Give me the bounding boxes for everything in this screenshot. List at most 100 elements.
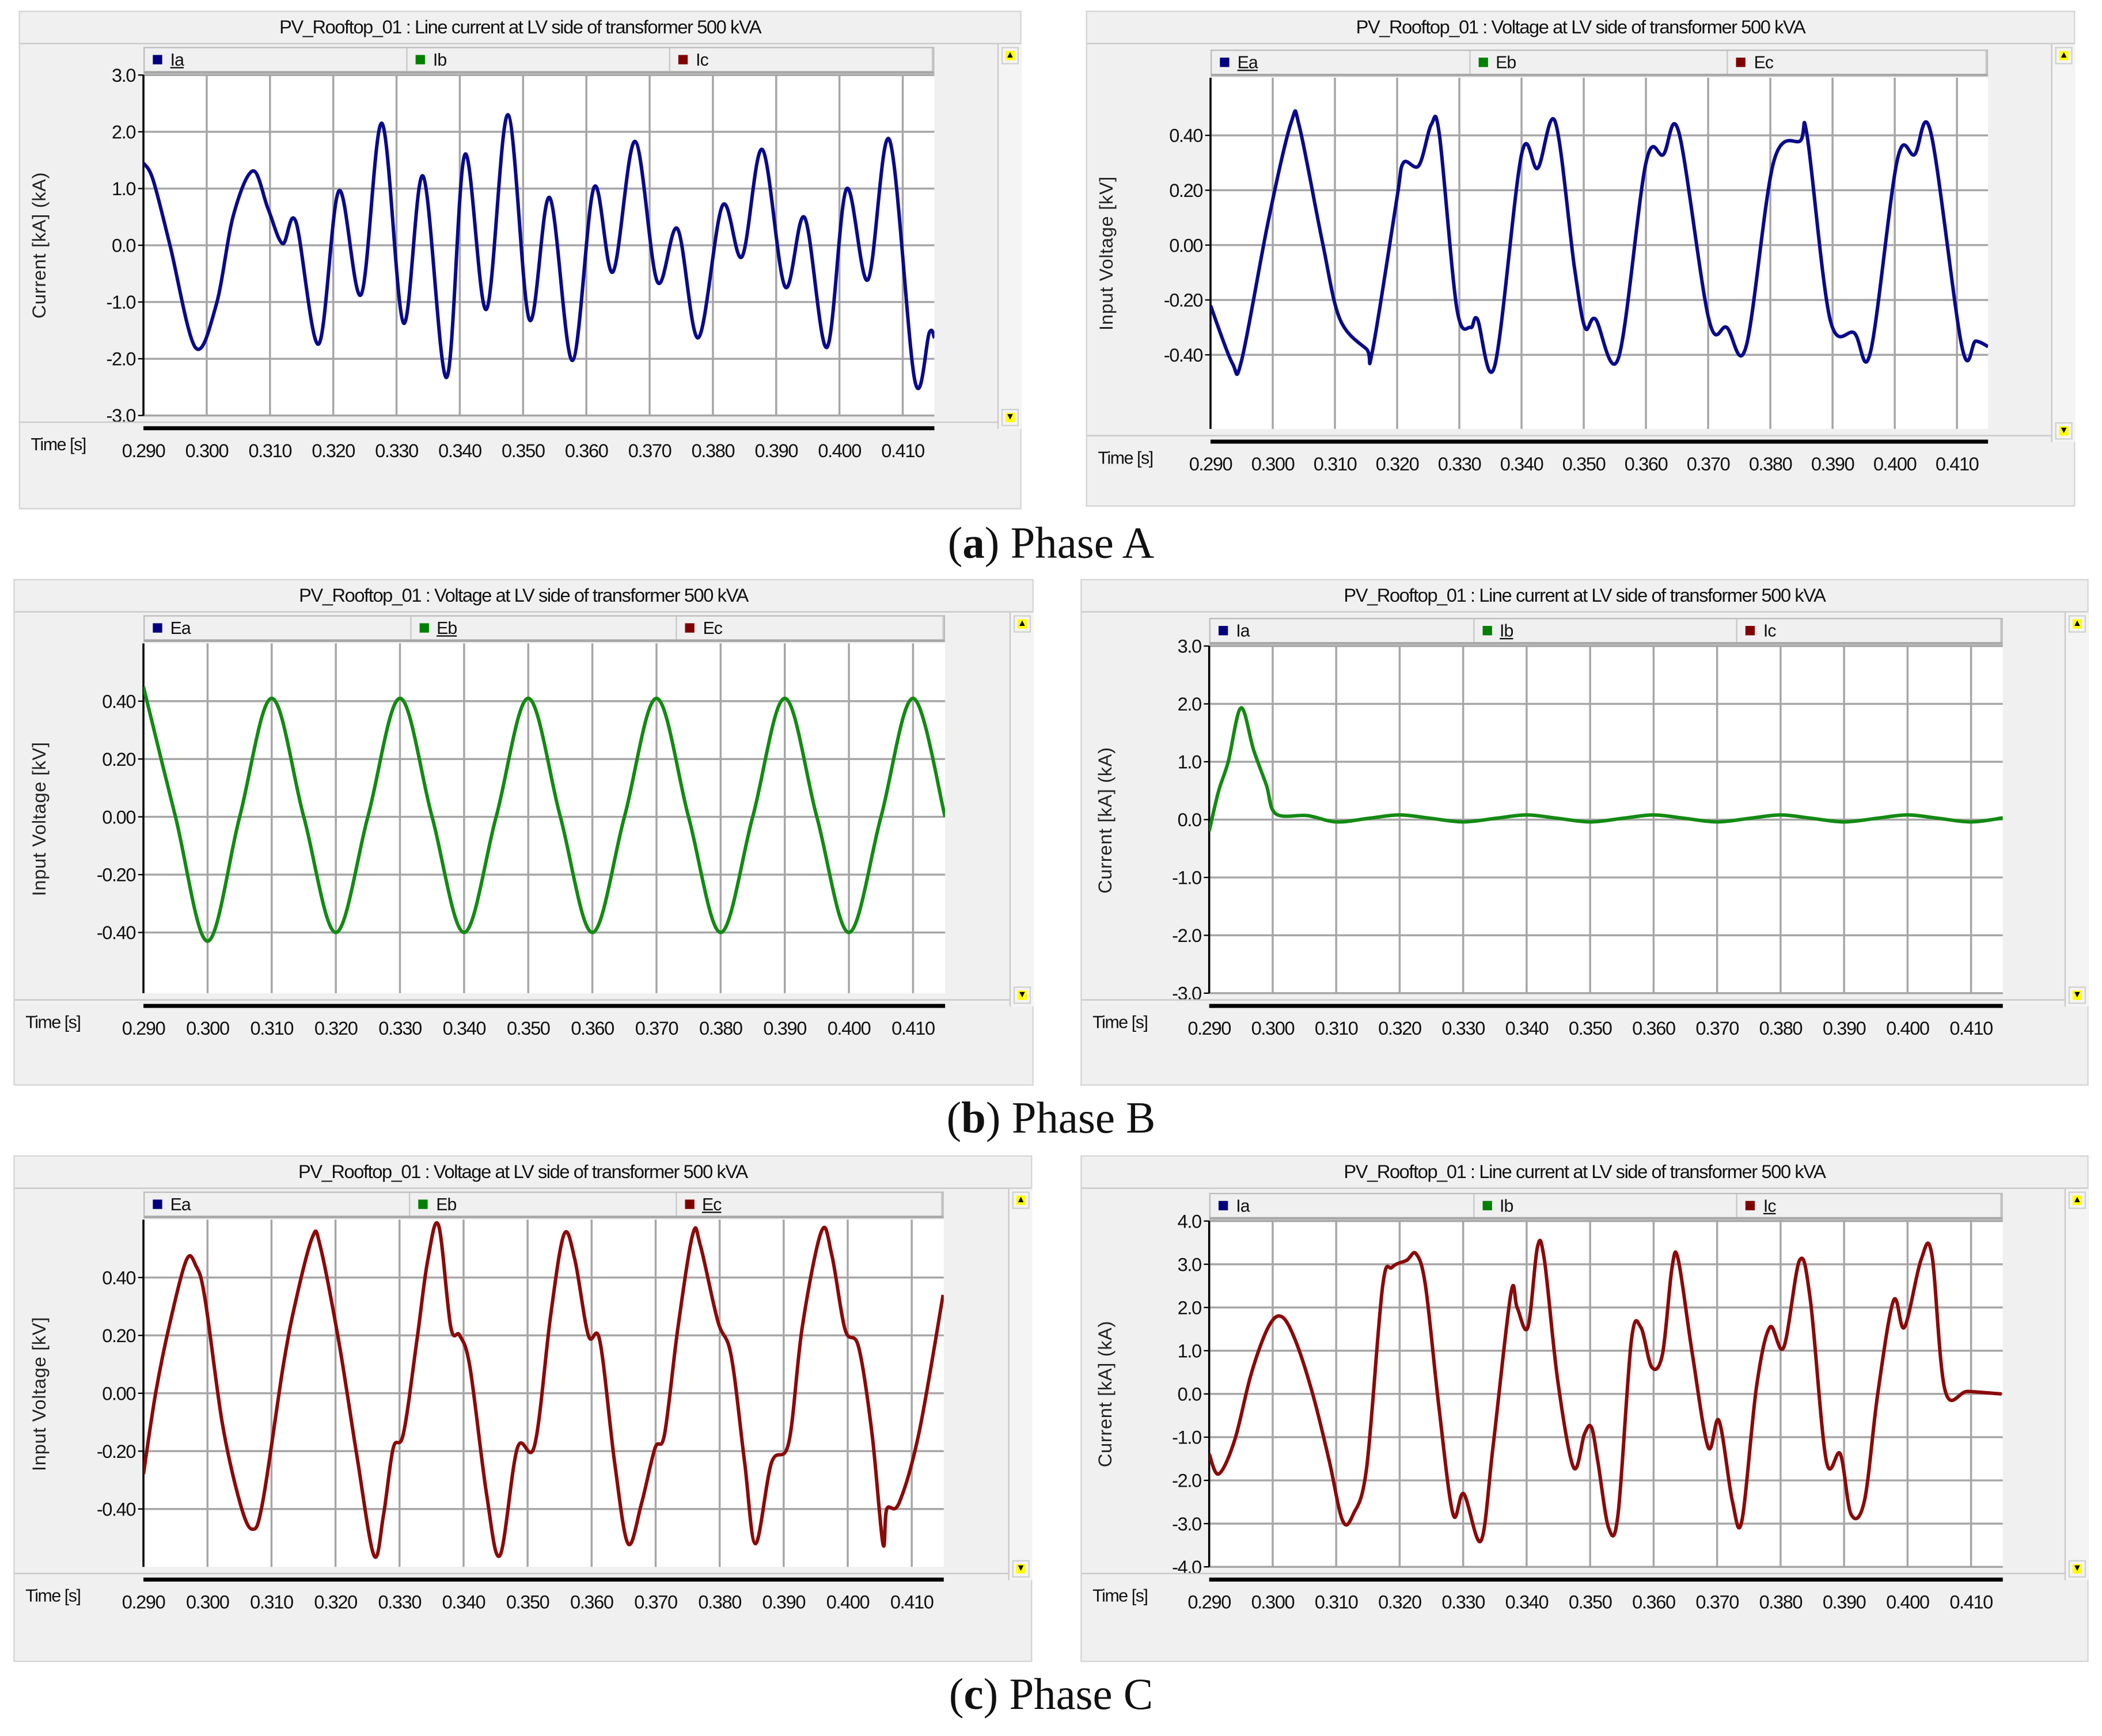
y-tick-label: -0.20 bbox=[97, 1441, 136, 1462]
legend-item-ic[interactable]: Ic bbox=[670, 48, 934, 71]
x-tick-label: 0.330 bbox=[378, 1591, 422, 1612]
arrow-down-icon: ▼ bbox=[2072, 990, 2082, 1000]
arrow-up-icon: ▲ bbox=[1017, 619, 1027, 629]
x-tick-label: 0.350 bbox=[1569, 1591, 1612, 1612]
legend-item-ec[interactable]: Ec bbox=[1728, 51, 1987, 74]
plot-background bbox=[1211, 78, 1989, 429]
legend-item-ib[interactable]: Ib bbox=[1474, 619, 1738, 643]
x-tick-label: 0.330 bbox=[1438, 454, 1481, 474]
legend-item-ia[interactable]: Ia bbox=[145, 48, 408, 71]
vertical-scrollbar[interactable]: ▲ ▼ bbox=[997, 44, 1022, 429]
scroll-down-button[interactable]: ▼ bbox=[2055, 422, 2073, 440]
caption-label: a bbox=[962, 520, 985, 568]
arrow-up-icon: ▲ bbox=[1005, 51, 1015, 60]
x-tick-label: 0.330 bbox=[378, 1018, 422, 1039]
legend-label: Ia bbox=[1236, 620, 1250, 641]
scroll-down-button[interactable]: ▼ bbox=[2068, 986, 2086, 1004]
scroll-down-button[interactable]: ▼ bbox=[1001, 408, 1019, 427]
scroll-down-button[interactable]: ▼ bbox=[1012, 1560, 1030, 1578]
legend-item-ec[interactable]: Ec bbox=[677, 616, 944, 640]
scroll-down-button[interactable]: ▼ bbox=[2068, 1560, 2086, 1578]
scroll-up-button[interactable]: ▲ bbox=[2055, 47, 2073, 64]
legend-swatch bbox=[415, 55, 425, 64]
x-tick-label: 0.290 bbox=[1187, 1591, 1231, 1612]
legend-label: Ea bbox=[1237, 52, 1258, 73]
chart-title: PV_Rooftop_01 : Voltage at LV side of tr… bbox=[14, 580, 1033, 613]
legend-label: Ib bbox=[1500, 620, 1513, 641]
x-tick-label: 0.380 bbox=[1759, 1018, 1803, 1039]
x-tick-label: 0.380 bbox=[1759, 1591, 1803, 1612]
x-tick-label: 0.410 bbox=[891, 1018, 935, 1039]
legend-swatch bbox=[1220, 58, 1230, 67]
x-axis-label: Time [s] bbox=[25, 1585, 81, 1606]
scroll-down-button[interactable]: ▼ bbox=[1013, 986, 1031, 1004]
legend-item-eb[interactable]: Eb bbox=[1470, 51, 1729, 74]
phase-c-voltage-chart: PV_Rooftop_01 : Voltage at LV side of tr… bbox=[13, 1155, 1033, 1662]
vertical-scrollbar[interactable]: ▲ ▼ bbox=[1009, 612, 1034, 1007]
plot-area: 0.290 0.300 0.310 0.320 0.330 0.340 0.350 0.360… bbox=[20, 65, 997, 461]
scroll-up-button[interactable]: ▲ bbox=[1013, 615, 1031, 633]
legend-swatch bbox=[685, 623, 695, 633]
legend-swatch bbox=[153, 623, 162, 633]
legend-label: Eb bbox=[437, 618, 457, 639]
legend-item-ic[interactable]: Ic bbox=[1738, 619, 2002, 643]
plot-background bbox=[143, 643, 946, 993]
legend-label: Ec bbox=[1754, 52, 1774, 73]
x-tick-label: 0.380 bbox=[692, 440, 735, 461]
legend-item-ea[interactable]: Ea bbox=[145, 616, 411, 640]
legend-item-ea[interactable]: Ea bbox=[1212, 51, 1470, 74]
x-tick-label: 0.370 bbox=[635, 1018, 678, 1039]
x-tick-label: 0.340 bbox=[1500, 454, 1543, 474]
legend-item-ec[interactable]: Ec bbox=[677, 1192, 943, 1216]
arrow-up-icon: ▲ bbox=[1016, 1195, 1026, 1205]
legend-item-ea[interactable]: Ea bbox=[145, 1192, 411, 1216]
x-tick-label: 0.360 bbox=[565, 440, 608, 461]
chart-title: PV_Rooftop_01 : Line current at LV side … bbox=[1082, 580, 2088, 613]
scroll-up-button[interactable]: ▲ bbox=[1001, 47, 1019, 64]
legend-label: Ia bbox=[170, 50, 184, 70]
y-tick-label: 0.40 bbox=[102, 691, 135, 712]
legend: Ia Ib Ic bbox=[143, 47, 935, 74]
legend-item-ib[interactable]: Ib bbox=[1474, 1194, 1738, 1217]
x-tick-label: 0.310 bbox=[1314, 454, 1357, 474]
y-tick-label: 0.0 bbox=[1178, 1384, 1201, 1405]
y-tick-label: 0.40 bbox=[1169, 126, 1202, 146]
vertical-scrollbar[interactable]: ▲ ▼ bbox=[2064, 1188, 2089, 1581]
phase-b-voltage-chart: PV_Rooftop_01 : Voltage at LV side of tr… bbox=[13, 579, 1034, 1086]
x-tick-label: 0.340 bbox=[442, 1591, 485, 1612]
scroll-up-button[interactable]: ▲ bbox=[1012, 1191, 1030, 1209]
x-tick-label: 0.400 bbox=[818, 440, 861, 461]
y-tick-label: -0.40 bbox=[97, 1499, 136, 1520]
legend-item-ic[interactable]: Ic bbox=[1738, 1194, 2002, 1217]
plot-area: 0.290 0.300 0.310 0.320 0.330 0.340 0.350 0.360… bbox=[1087, 78, 2051, 474]
x-tick-label: 0.350 bbox=[1562, 454, 1606, 474]
legend-swatch bbox=[684, 1199, 695, 1209]
legend-item-ib[interactable]: Ib bbox=[408, 48, 670, 71]
series-line-ic bbox=[1209, 1239, 2002, 1544]
x-axis-label: Time [s] bbox=[1098, 447, 1154, 468]
vertical-scrollbar[interactable]: ▲ ▼ bbox=[2051, 44, 2076, 443]
x-tick-label: 0.300 bbox=[1251, 454, 1295, 474]
x-tick-label: 0.290 bbox=[122, 1018, 165, 1039]
caption-text: Phase C bbox=[1009, 1671, 1154, 1720]
time-axis-line bbox=[1209, 1004, 2003, 1008]
vertical-scrollbar[interactable]: ▲ ▼ bbox=[2064, 612, 2089, 1007]
legend-item-eb[interactable]: Eb bbox=[411, 616, 678, 640]
x-tick-label: 0.370 bbox=[1695, 1591, 1739, 1612]
time-axis-line bbox=[143, 1577, 944, 1582]
legend-item-eb[interactable]: Eb bbox=[411, 1192, 677, 1216]
time-axis-line bbox=[143, 1004, 946, 1008]
x-tick-label: 0.300 bbox=[186, 1018, 229, 1039]
y-tick-label: 2.0 bbox=[1178, 694, 1201, 715]
legend-swatch bbox=[1482, 626, 1492, 636]
y-tick-label: -0.20 bbox=[1164, 290, 1203, 311]
legend-label: Eb bbox=[1496, 52, 1516, 73]
legend-item-ia[interactable]: Ia bbox=[1211, 619, 1474, 643]
legend-label: Ic bbox=[696, 50, 709, 70]
x-axis-label: Time [s] bbox=[1092, 1585, 1148, 1606]
vertical-scrollbar[interactable]: ▲ ▼ bbox=[1008, 1188, 1033, 1581]
time-axis-line bbox=[1209, 1577, 2003, 1582]
scroll-up-button[interactable]: ▲ bbox=[2068, 615, 2086, 633]
legend-item-ia[interactable]: Ia bbox=[1211, 1194, 1474, 1217]
scroll-up-button[interactable]: ▲ bbox=[2068, 1191, 2086, 1209]
